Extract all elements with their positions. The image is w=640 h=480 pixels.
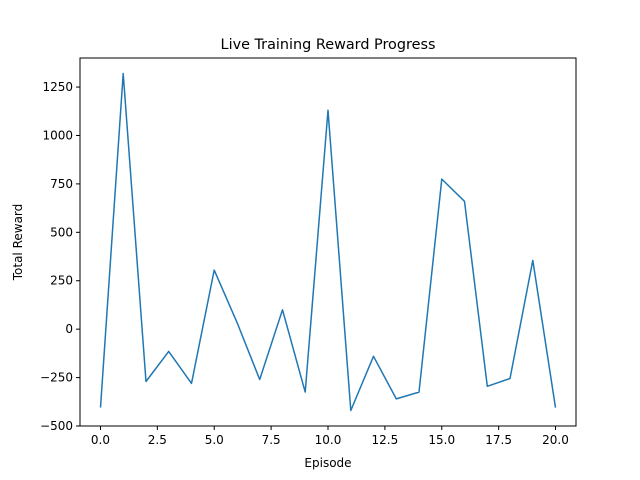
x-tick-label: 7.5 bbox=[262, 433, 281, 447]
x-axis-label: Episode bbox=[304, 456, 351, 470]
axes-frame bbox=[79, 57, 577, 427]
y-axis-label: Total Reward bbox=[11, 204, 25, 282]
x-tick-label: 17.5 bbox=[485, 433, 512, 447]
y-tick-label: −250 bbox=[40, 371, 73, 385]
plot-area bbox=[99, 72, 557, 412]
chart-title: Live Training Reward Progress bbox=[221, 37, 436, 53]
y-tick-label: 1250 bbox=[42, 80, 73, 94]
x-tick-label: 5.0 bbox=[205, 433, 224, 447]
x-tick-label: 10.0 bbox=[315, 433, 342, 447]
y-tick-label: 750 bbox=[50, 177, 73, 191]
x-tick-label: 0.0 bbox=[91, 433, 110, 447]
x-tick-label: 12.5 bbox=[372, 433, 399, 447]
y-tick-label: 500 bbox=[50, 225, 73, 239]
x-tick-label: 2.5 bbox=[148, 433, 167, 447]
y-tick-label: 0 bbox=[65, 322, 73, 336]
y-tick-label: 1000 bbox=[42, 128, 73, 142]
y-axis-ticks: −500 −250 0 250 500 750 1000 1250 bbox=[40, 80, 80, 433]
x-tick-label: 15.0 bbox=[428, 433, 455, 447]
y-tick-label: 250 bbox=[50, 274, 73, 288]
x-axis-ticks: 0.0 2.5 5.0 7.5 10.0 12.5 15.0 17.5 20.0 bbox=[91, 426, 569, 447]
x-tick-label: 20.0 bbox=[542, 433, 569, 447]
series-line bbox=[99, 72, 557, 412]
y-tick-label: −500 bbox=[40, 419, 73, 433]
